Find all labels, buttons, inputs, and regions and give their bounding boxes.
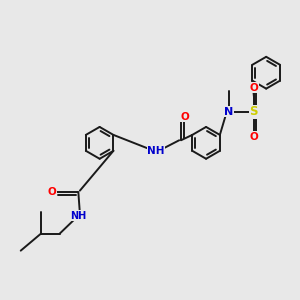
- Text: O: O: [47, 187, 56, 197]
- Text: N: N: [224, 107, 233, 117]
- Text: S: S: [249, 105, 258, 118]
- Text: O: O: [249, 83, 258, 93]
- Text: NH: NH: [147, 146, 165, 156]
- Text: O: O: [180, 112, 189, 122]
- Text: O: O: [249, 132, 258, 142]
- Text: NH: NH: [70, 211, 86, 220]
